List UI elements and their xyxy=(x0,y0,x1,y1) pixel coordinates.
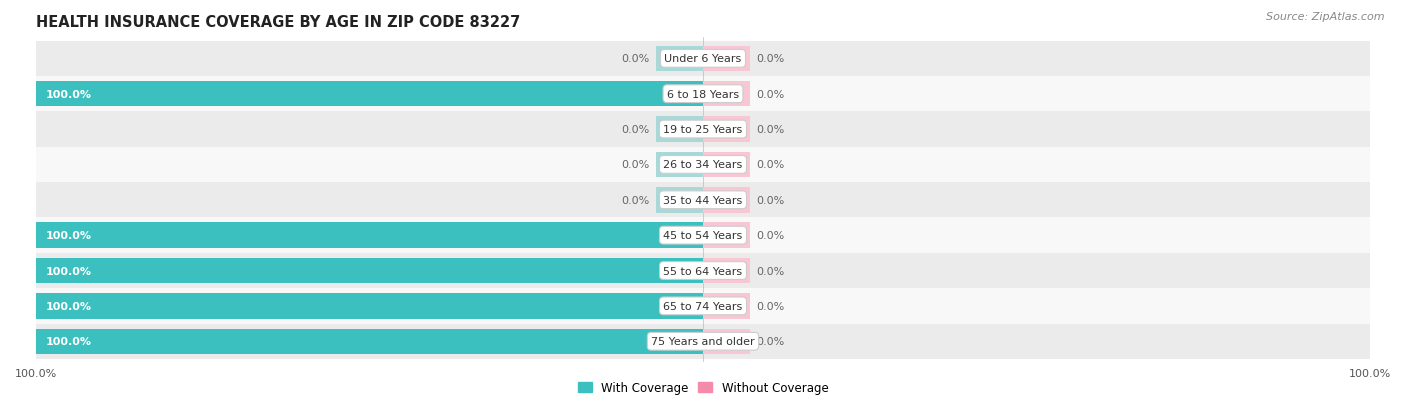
Text: 75 Years and older: 75 Years and older xyxy=(651,337,755,347)
Text: 6 to 18 Years: 6 to 18 Years xyxy=(666,90,740,100)
Bar xyxy=(703,117,749,142)
Text: 65 to 74 Years: 65 to 74 Years xyxy=(664,301,742,311)
Bar xyxy=(37,42,1369,77)
Bar xyxy=(37,77,1369,112)
Legend: With Coverage, Without Coverage: With Coverage, Without Coverage xyxy=(572,377,834,399)
Text: 0.0%: 0.0% xyxy=(621,54,650,64)
Text: 0.0%: 0.0% xyxy=(756,54,785,64)
Text: Source: ZipAtlas.com: Source: ZipAtlas.com xyxy=(1267,12,1385,22)
Bar xyxy=(657,47,703,72)
Text: 55 to 64 Years: 55 to 64 Years xyxy=(664,266,742,276)
Text: 19 to 25 Years: 19 to 25 Years xyxy=(664,125,742,135)
Bar xyxy=(703,223,749,248)
Text: Under 6 Years: Under 6 Years xyxy=(665,54,741,64)
Bar xyxy=(37,218,1369,253)
Bar xyxy=(37,253,1369,289)
Text: 100.0%: 100.0% xyxy=(46,301,93,311)
Bar xyxy=(703,188,749,213)
Text: 0.0%: 0.0% xyxy=(756,90,785,100)
Text: HEALTH INSURANCE COVERAGE BY AGE IN ZIP CODE 83227: HEALTH INSURANCE COVERAGE BY AGE IN ZIP … xyxy=(37,15,520,30)
Bar xyxy=(37,289,1369,324)
Text: 100.0%: 100.0% xyxy=(46,266,93,276)
Bar xyxy=(657,152,703,178)
Bar xyxy=(37,183,1369,218)
Bar xyxy=(37,329,703,354)
Bar xyxy=(703,329,749,354)
Text: 100.0%: 100.0% xyxy=(46,337,93,347)
Bar xyxy=(703,258,749,284)
Text: 0.0%: 0.0% xyxy=(756,195,785,205)
Bar xyxy=(703,47,749,72)
Bar xyxy=(37,258,703,284)
Bar xyxy=(37,223,703,248)
Bar xyxy=(37,294,703,319)
Text: 35 to 44 Years: 35 to 44 Years xyxy=(664,195,742,205)
Bar xyxy=(657,188,703,213)
Bar xyxy=(37,147,1369,183)
Bar xyxy=(37,324,1369,359)
Text: 0.0%: 0.0% xyxy=(756,230,785,240)
Bar xyxy=(703,82,749,107)
Bar xyxy=(703,152,749,178)
Text: 0.0%: 0.0% xyxy=(621,125,650,135)
Text: 0.0%: 0.0% xyxy=(621,160,650,170)
Bar xyxy=(37,82,703,107)
Text: 0.0%: 0.0% xyxy=(756,337,785,347)
Text: 100.0%: 100.0% xyxy=(46,90,93,100)
Text: 26 to 34 Years: 26 to 34 Years xyxy=(664,160,742,170)
Text: 45 to 54 Years: 45 to 54 Years xyxy=(664,230,742,240)
Text: 0.0%: 0.0% xyxy=(756,266,785,276)
Text: 0.0%: 0.0% xyxy=(756,160,785,170)
Text: 0.0%: 0.0% xyxy=(756,125,785,135)
Bar xyxy=(37,112,1369,147)
Text: 0.0%: 0.0% xyxy=(756,301,785,311)
Text: 0.0%: 0.0% xyxy=(621,195,650,205)
Bar xyxy=(657,117,703,142)
Text: 100.0%: 100.0% xyxy=(46,230,93,240)
Bar xyxy=(703,294,749,319)
